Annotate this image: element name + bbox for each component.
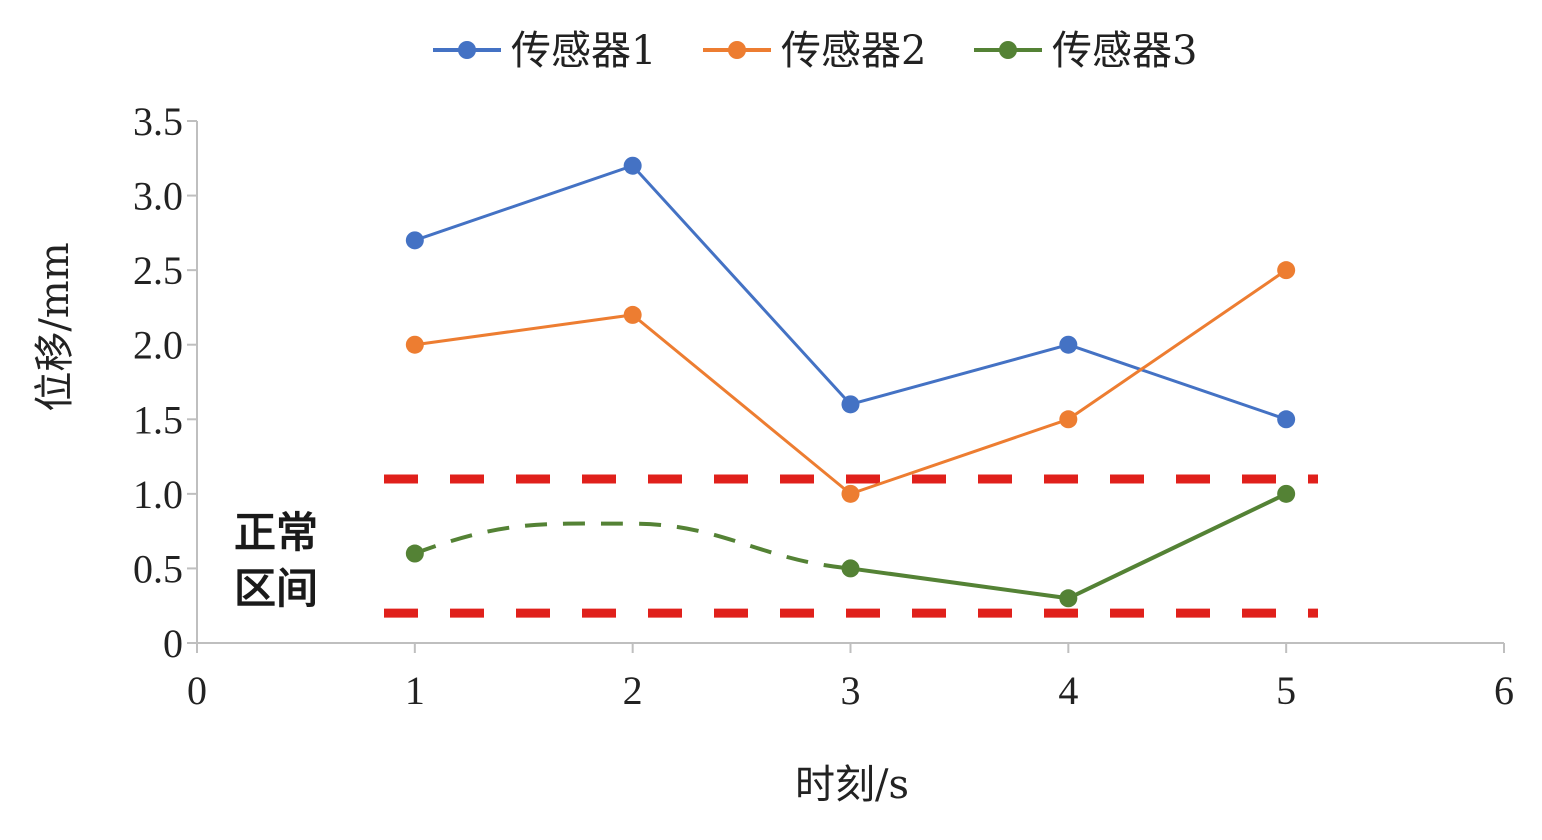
series-1-point [841, 395, 860, 414]
x-axis-title: 时刻/s [795, 762, 909, 808]
reference-lines [384, 474, 1318, 618]
series-3-point [1277, 484, 1296, 503]
series-1-point [1059, 335, 1078, 354]
series-points [405, 156, 1296, 608]
y-tick-label: 1.0 [133, 472, 183, 517]
series-2-point [1277, 261, 1296, 280]
x-tick-label: 4 [1058, 668, 1078, 713]
series-3-line [850, 492, 1288, 601]
series-1-line [414, 164, 1287, 421]
series-1-point [405, 231, 424, 250]
series-3-interpolated-segment [414, 521, 851, 571]
y-tick-label: 1.5 [133, 397, 183, 442]
series-2-point [841, 484, 860, 503]
x-tick-label: 6 [1494, 668, 1514, 713]
legend: 传感器1 传感器2 传感器3 [433, 28, 1197, 74]
legend-label-2: 传感器2 [781, 28, 926, 74]
y-tick-label: 3.5 [133, 99, 183, 144]
legend-swatch-marker-1 [458, 41, 476, 59]
legend-label-3: 传感器3 [1052, 28, 1197, 74]
x-tick-label: 5 [1276, 668, 1296, 713]
y-axis-title: 位移/mm [32, 242, 78, 411]
series-1-point [623, 156, 642, 175]
y-tick-label: 2.5 [133, 248, 183, 293]
series-3-point [405, 544, 424, 563]
series-3-point [841, 559, 860, 578]
legend-swatch-marker-3 [999, 41, 1017, 59]
series-3-point [1059, 589, 1078, 608]
y-tick-label: 0.5 [133, 546, 183, 591]
series-lines [414, 164, 1288, 601]
series-2-point [623, 305, 642, 324]
y-tick-label: 2.0 [133, 323, 183, 368]
y-tick-label: 3.0 [133, 174, 183, 219]
x-tick-label: 0 [187, 668, 207, 713]
series-2-point [405, 335, 424, 354]
series-2-line [414, 268, 1288, 496]
legend-label-1: 传感器1 [511, 28, 656, 74]
axes: 0 0.5 1.0 1.5 2.0 2.5 3.0 3.5 0 1 2 3 4 5 6 [133, 99, 1514, 713]
x-tick-label: 2 [623, 668, 643, 713]
series-2-point [1059, 410, 1078, 429]
legend-swatch-marker-2 [728, 41, 746, 59]
normal-range-label-line2: 区间 [234, 564, 318, 613]
normal-range-label-line1: 正常 [234, 508, 318, 557]
series-1-point [1277, 410, 1296, 429]
x-tick-label: 3 [841, 668, 861, 713]
y-tick-label: 0 [163, 621, 183, 666]
x-tick-label: 1 [405, 668, 425, 713]
